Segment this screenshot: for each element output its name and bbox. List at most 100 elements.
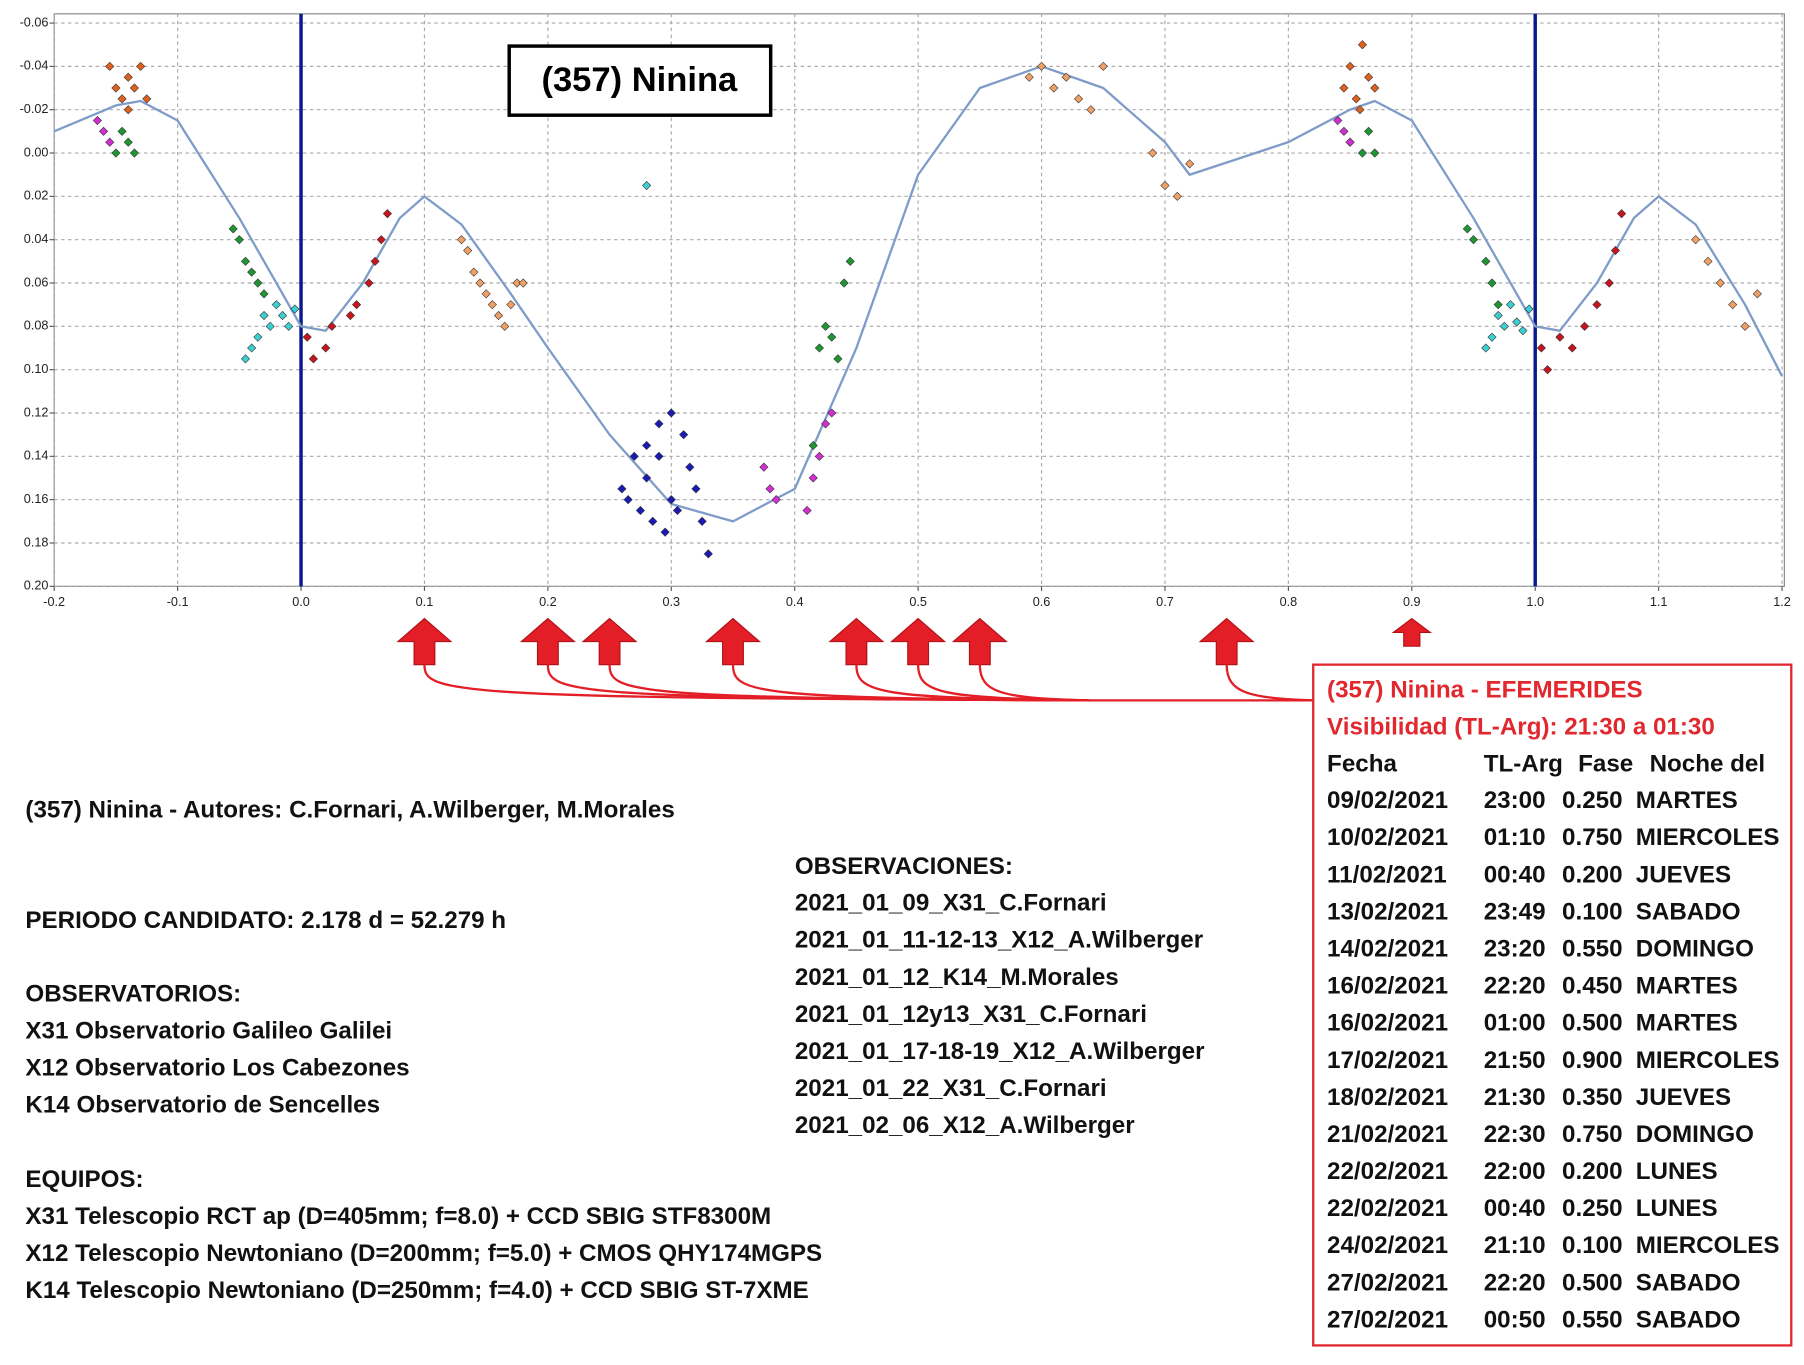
data-point — [1610, 245, 1620, 256]
y-tick-label: 0.14 — [24, 449, 49, 463]
data-point — [1604, 278, 1614, 288]
y-tick-label: 0.08 — [24, 319, 49, 333]
y-tick-label: 0.06 — [24, 275, 49, 289]
data-point — [623, 495, 633, 505]
ephemeris-cell: DOMINGO — [1636, 1121, 1754, 1148]
data-point — [123, 137, 133, 147]
x-tick-label: 0.0 — [292, 595, 310, 609]
data-point — [1493, 310, 1503, 321]
x-tick-label: 0.5 — [909, 595, 927, 609]
data-point — [1364, 126, 1374, 136]
data-point — [277, 310, 288, 321]
data-point — [1148, 148, 1158, 158]
data-point — [117, 94, 127, 104]
ephemeris-cell: DOMINGO — [1636, 935, 1754, 962]
data-point — [1715, 278, 1725, 288]
data-point — [136, 61, 146, 71]
ephemeris-cell: 00:40 — [1484, 861, 1546, 888]
y-tick-label: 0.18 — [24, 535, 49, 549]
data-point — [1357, 148, 1367, 158]
phase-arrow — [1391, 617, 1432, 647]
ephemeris-cell: LUNES — [1636, 1158, 1718, 1185]
data-point — [129, 148, 139, 158]
ephemeris-cell: MARTES — [1636, 1010, 1738, 1037]
data-point — [1481, 256, 1491, 266]
data-point — [1518, 326, 1528, 336]
x-tick-label: 0.1 — [416, 595, 434, 609]
data-point — [512, 278, 522, 288]
data-point — [697, 516, 707, 526]
data-point — [1364, 72, 1374, 82]
y-tick-label: 0.12 — [24, 405, 49, 419]
data-point — [1536, 343, 1546, 353]
ephemeris-cell: 24/02/2021 — [1327, 1232, 1448, 1259]
ephemeris-cell: 0.500 — [1562, 1010, 1623, 1037]
chart-title: (357) Ninina — [541, 61, 738, 99]
data-point — [327, 321, 337, 331]
data-point — [382, 209, 392, 219]
ephemeris-cell: 0.550 — [1562, 935, 1623, 962]
observatory-item: K14 Observatorio de Sencelles — [25, 1092, 380, 1119]
column-header: TL-Arg — [1484, 750, 1563, 777]
ephemeris-cell: 22:30 — [1484, 1121, 1546, 1148]
section-heading: OBSERVACIONES: — [795, 853, 1013, 880]
observation-item: 2021_01_09_X31_C.Fornari — [795, 890, 1107, 917]
data-point — [117, 126, 127, 136]
data-point — [1617, 209, 1627, 219]
text-blocks: (357) Ninina - Autores: C.Fornari, A.Wil… — [25, 677, 1779, 1334]
data-point — [290, 304, 300, 314]
data-point — [1370, 148, 1380, 158]
ephemeris-cell: 0.450 — [1562, 973, 1623, 1000]
x-tick-label: -0.2 — [43, 595, 65, 609]
data-point — [691, 484, 701, 494]
ephemeris-cell: 0.750 — [1562, 1121, 1623, 1148]
data-point — [302, 332, 312, 342]
ephemeris-cell: 23:00 — [1484, 787, 1546, 814]
y-tick-label: 0.10 — [24, 362, 49, 376]
ephemeris-cell: 17/02/2021 — [1327, 1047, 1448, 1074]
ephemeris-cell: MIERCOLES — [1636, 1047, 1780, 1074]
ephemeris-cell: 23:20 — [1484, 935, 1546, 962]
data-point — [1505, 300, 1516, 310]
authors-text: (357) Ninina - Autores: C.Fornari, A.Wil… — [25, 796, 674, 823]
x-tick-label: 1.2 — [1773, 595, 1791, 609]
data-point — [1061, 72, 1071, 82]
ephemeris-cell: 22/02/2021 — [1327, 1158, 1448, 1185]
data-point — [648, 516, 658, 526]
x-tick-label: 0.4 — [786, 595, 804, 609]
ephemeris-cell: 23:49 — [1484, 898, 1546, 925]
data-point — [1555, 332, 1565, 342]
data-point — [308, 354, 318, 364]
data-point — [1345, 137, 1355, 147]
data-point — [666, 408, 676, 418]
ephemeris-cell: 0.200 — [1562, 1158, 1623, 1185]
data-point — [642, 180, 652, 191]
observation-item: 2021_01_17-18-19_X12_A.Wilberger — [795, 1038, 1205, 1065]
column-header: Fecha — [1327, 750, 1397, 777]
ephemeris-cell: MIERCOLES — [1636, 1232, 1780, 1259]
data-point — [1728, 300, 1738, 310]
data-point — [111, 148, 121, 158]
data-point — [240, 256, 251, 266]
data-point — [642, 473, 652, 483]
ephemeris-cell: 0.100 — [1562, 898, 1623, 925]
ephemeris-cell: 01:00 — [1484, 1010, 1546, 1037]
data-point — [240, 354, 251, 364]
ephemeris-cell: 22:00 — [1484, 1158, 1546, 1185]
x-tick-label: 0.9 — [1403, 595, 1421, 609]
x-tick-label: 0.2 — [539, 595, 557, 609]
data-point — [253, 278, 263, 288]
equipment-item: K14 Telescopio Newtoniano (D=250mm; f=4.… — [25, 1277, 808, 1304]
ephemeris-cell: 22:20 — [1484, 1269, 1546, 1296]
data-point — [827, 332, 837, 342]
data-point — [259, 310, 269, 321]
data-point — [1740, 321, 1750, 331]
data-point — [1567, 343, 1577, 353]
data-point — [1339, 126, 1349, 136]
data-point — [1172, 191, 1182, 201]
ephemeris-cell: 21:30 — [1484, 1084, 1546, 1111]
column-header: Fase — [1578, 750, 1633, 777]
data-point — [1357, 40, 1367, 50]
ephemeris-box — [1312, 663, 1793, 1347]
